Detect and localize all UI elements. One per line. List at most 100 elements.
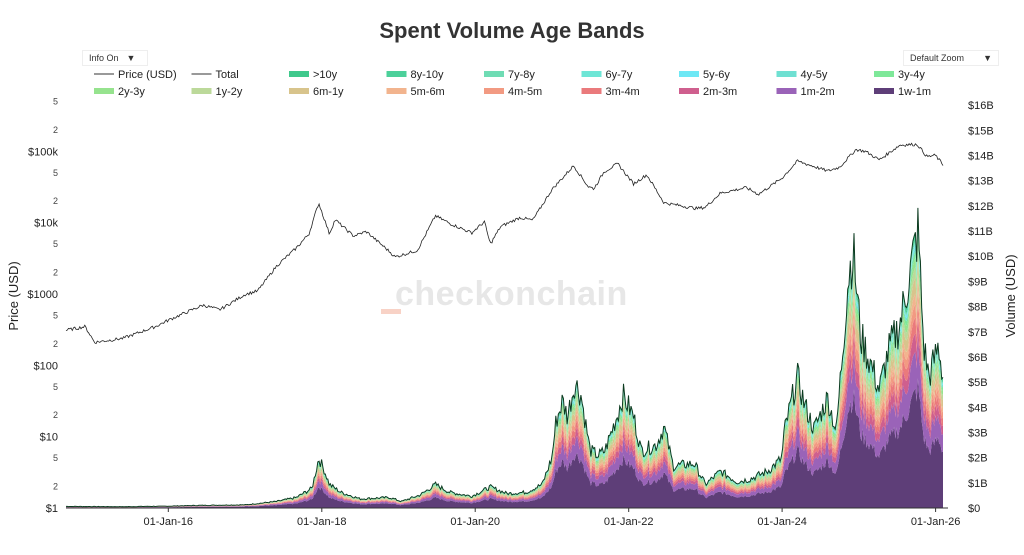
legend: Price (USD) Total >10y 8y-10y 7y-8y 6y-7y 5y-6… [94,69,931,98]
y-left-minor-tick-label: 5 [53,168,58,178]
legend-item[interactable]: 5m-6m [386,86,445,98]
legend-label: 5y-6y [703,69,730,81]
legend-swatch [679,88,699,94]
legend-label: 1w-1m [898,86,931,98]
legend-swatch [776,88,797,94]
chevron-down-icon: ▼ [983,53,992,63]
legend-item[interactable]: >10y [289,69,338,81]
x-tick-label: 01-Jan-26 [911,516,961,528]
legend-label: 4m-5m [508,86,542,98]
zoom-dropdown[interactable]: Default Zoom ▼ [903,50,999,66]
x-tick-label: 01-Jan-22 [604,516,654,528]
y-left-tick-label: $100 [34,360,58,372]
y-right-tick-label: $1B [968,478,988,490]
legend-label: Price (USD) [118,69,177,81]
x-tick-label: 01-Jan-18 [297,516,347,528]
legend-item[interactable]: 1y-2y [191,86,243,98]
legend-item[interactable]: 5y-6y [679,69,730,81]
y-left-minor-tick-label: 2 [53,339,58,349]
legend-item[interactable]: 1w-1m [874,86,931,98]
y-right-tick-label: $15B [968,125,994,137]
legend-swatch [679,71,699,77]
y-right-tick-label: $10B [968,251,994,263]
chevron-down-icon: ▼ [126,53,136,63]
y-left-minor-tick-label: 2 [53,125,58,135]
legend-item[interactable]: 7y-8y [484,69,535,81]
y-left-axis-label: Price (USD) [6,261,21,330]
axes: $1 2 5 $10 2 5 $100 2 5 $1000 2 5 $10k 2 5 $100k 2 5 Price… [6,97,1018,529]
legend-swatch [386,71,407,77]
legend-label: 2y-3y [118,86,145,98]
legend-label: 3m-4m [606,86,640,98]
legend-item[interactable]: Total [191,69,239,81]
area-band-1w-1m [66,378,943,508]
legend-label: 2m-3m [703,86,737,98]
y-left-minor-tick-label: 5 [53,311,58,321]
y-left-minor-tick-label: 5 [53,382,58,392]
legend-swatch [874,71,894,77]
legend-item[interactable]: 3y-4y [874,69,925,81]
y-left-minor-tick-label: 5 [53,97,58,107]
legend-swatch [191,88,212,94]
total-volume-line [66,207,944,508]
x-tick-label: 01-Jan-20 [450,516,500,528]
legend-swatch [776,71,797,77]
legend-label: 6y-7y [606,69,633,81]
y-right-tick-label: $12B [968,201,994,213]
chart-title: Spent Volume Age Bands [379,18,645,43]
legend-swatch [484,71,504,77]
y-right-axis-label: Volume (USD) [1003,254,1018,337]
legend-label: 4y-5y [801,69,828,81]
y-right-tick-label: $14B [968,151,994,163]
y-right-tick-label: $9B [968,276,988,288]
legend-label: 3y-4y [898,69,925,81]
legend-label: Total [216,69,239,81]
legend-swatch [874,88,894,94]
y-right-tick-label: $6B [968,352,988,364]
info-dropdown[interactable]: Info On ▼ [82,50,148,66]
price-line [65,142,944,345]
y-left-tick-label: $10 [40,432,58,444]
y-left-minor-tick-label: 2 [53,196,58,206]
info-dropdown-label: Info On [89,53,119,63]
y-right-tick-label: $16B [968,100,994,112]
y-left-tick-label: $1000 [27,289,58,301]
legend-label: 8y-10y [411,69,445,81]
x-tick-label: 01-Jan-16 [144,516,194,528]
legend-item[interactable]: 6y-7y [581,69,633,81]
legend-item[interactable]: 4m-5m [484,86,542,98]
legend-label: 7y-8y [508,69,535,81]
y-right-tick-label: $5B [968,377,988,389]
legend-label: >10y [313,69,338,81]
legend-label: 6m-1y [313,86,344,98]
legend-swatch [289,88,309,94]
legend-item[interactable]: 2m-3m [679,86,737,98]
volume-areas [66,207,943,508]
legend-item[interactable]: 1m-2m [776,86,835,98]
y-right-tick-label: $3B [968,428,988,440]
y-right-tick-label: $8B [968,302,988,314]
legend-swatch [484,88,504,94]
y-left-tick-label: $100k [28,146,58,158]
legend-item[interactable]: 3m-4m [581,86,640,98]
legend-item[interactable]: 8y-10y [386,69,445,81]
y-left-minor-tick-label: 5 [53,239,58,249]
watermark-logo-dash [381,309,401,314]
legend-item[interactable]: 4y-5y [776,69,828,81]
y-right-tick-label: $4B [968,402,988,414]
y-right-tick-label: $7B [968,327,988,339]
legend-item[interactable]: 6m-1y [289,86,344,98]
legend-item[interactable]: Price (USD) [94,69,177,81]
y-right-tick-label: $13B [968,176,994,188]
y-left-minor-tick-label: 2 [53,482,58,492]
legend-swatch [289,71,309,77]
y-left-minor-tick-label: 2 [53,268,58,278]
legend-item[interactable]: 2y-3y [94,86,145,98]
legend-swatch [94,88,114,94]
y-left-tick-label: $1 [46,503,58,515]
y-left-tick-label: $10k [34,218,58,230]
legend-swatch [581,71,602,77]
legend-label: 1y-2y [216,86,243,98]
legend-label: 1m-2m [801,86,835,98]
